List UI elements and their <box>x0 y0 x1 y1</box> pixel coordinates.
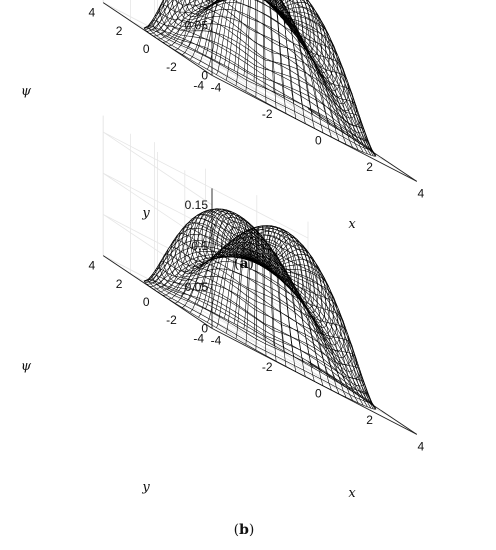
y-tick-label: -2 <box>166 60 177 74</box>
y-tick-label: -4 <box>193 78 204 92</box>
x-tick-label: 2 <box>366 160 373 174</box>
x-tick-label: 4 <box>417 186 424 200</box>
surface-mesh <box>143 208 377 410</box>
z-tick-label: 0 <box>201 68 208 82</box>
x-tick-label: 0 <box>315 133 322 147</box>
y-axis-label: y <box>141 480 150 495</box>
y-axis-label: y <box>141 206 150 221</box>
z-tick-label: 0.05 <box>185 280 209 294</box>
y-tick-label: 4 <box>89 259 96 273</box>
x-axis-label: x <box>348 217 356 232</box>
y-tick-label: -4 <box>193 331 204 345</box>
surface-plot-a: 0 0.05 0.1 4 2 0 -2 -4 -4 -2 0 2 4 ψ y x (a) <box>21 0 425 272</box>
z-axis-ticks: 00.050.1 <box>185 18 209 82</box>
y-tick-label: 4 <box>89 6 96 20</box>
x-tick-label: -4 <box>211 333 222 347</box>
z-tick-label: 0.15 <box>185 198 209 212</box>
x-tick-label: -2 <box>262 107 273 121</box>
z-axis-ticks: 0 0.05 0.1 0.15 <box>185 198 209 336</box>
surface-plot-b: 0 0.05 0.1 0.15 4 2 0 -2 -4 -4 -2 0 2 4 ψ y x (b) <box>21 115 425 538</box>
panel-caption: (b) <box>234 522 255 538</box>
panel-caption: (a) <box>234 256 254 272</box>
z-axis-label: ψ <box>21 84 32 99</box>
y-tick-label: 0 <box>143 295 150 309</box>
y-tick-label: 2 <box>116 277 123 291</box>
x-tick-label: -4 <box>211 80 222 94</box>
surface-mesh <box>143 0 377 157</box>
z-tick-label: 0 <box>201 321 208 335</box>
z-axis-label: ψ <box>21 359 32 374</box>
x-axis-ticks: -4 -2 0 2 4 <box>211 80 425 200</box>
y-tick-label: 0 <box>143 42 150 56</box>
x-axis-label: x <box>348 486 356 501</box>
y-tick-label: 2 <box>116 24 123 38</box>
z-tick-label: 0.05 <box>185 18 209 32</box>
z-tick-label: 0.1 <box>191 239 208 253</box>
y-axis-ticks: 4 2 0 -2 -4 <box>89 259 205 346</box>
x-tick-label: 0 <box>315 386 322 400</box>
x-axis-ticks: -4 -2 0 2 4 <box>211 333 425 453</box>
y-tick-label: -2 <box>166 313 177 327</box>
x-tick-label: 4 <box>417 439 424 453</box>
x-tick-label: 2 <box>366 413 373 427</box>
y-axis-ticks: 4 2 0 -2 -4 <box>89 6 205 93</box>
x-tick-label: -2 <box>262 360 273 374</box>
